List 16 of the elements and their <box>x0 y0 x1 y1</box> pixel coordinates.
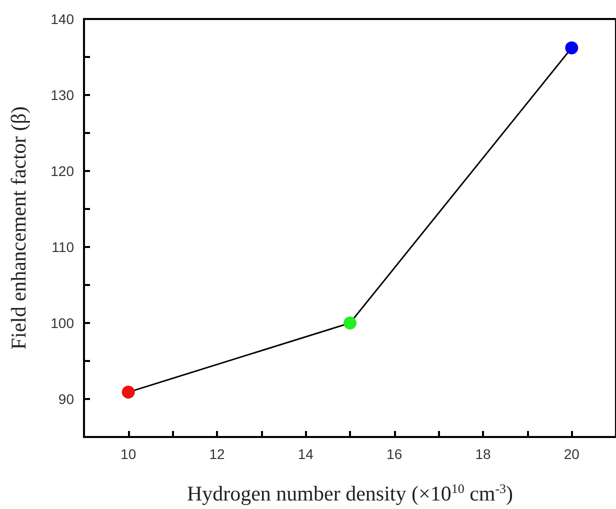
y-tick-label: 110 <box>52 239 74 255</box>
x-tick-label: 18 <box>475 446 491 462</box>
x-tick-label: 10 <box>120 446 136 462</box>
point <box>565 41 578 54</box>
x-tick-label: 12 <box>209 446 225 462</box>
x-tick-label: 14 <box>298 446 314 462</box>
y-tick-label: 100 <box>50 315 74 331</box>
y-tick-label: 130 <box>50 87 74 103</box>
point <box>344 316 356 330</box>
x-tick-label: 20 <box>564 446 580 462</box>
y-tick-label: 90 <box>58 391 74 407</box>
y-axis-title: Field enhancement factor (β) <box>6 106 30 350</box>
y-tick-label: 140 <box>50 11 74 27</box>
point <box>122 386 135 399</box>
x-tick-label: 16 <box>386 446 402 462</box>
y-tick-label: 120 <box>50 163 74 179</box>
